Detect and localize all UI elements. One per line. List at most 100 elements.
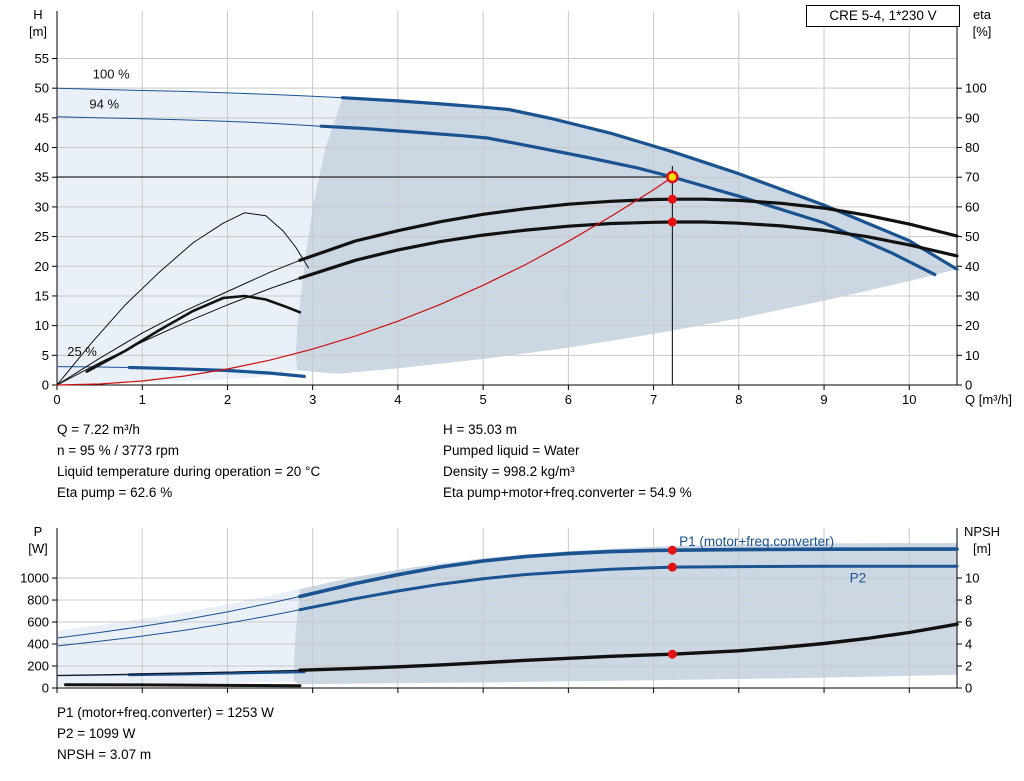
y-left-axis-title: [W] xyxy=(28,541,48,556)
eta-pump-curve xyxy=(298,197,959,262)
y-right-tick-label: 20 xyxy=(965,318,979,333)
x-tick-label: 1 xyxy=(139,392,146,407)
p1-curve xyxy=(298,547,959,599)
y-right-tick-label: 6 xyxy=(965,615,972,630)
y-right-axis-title: eta xyxy=(973,7,992,22)
x-tick-label: 7 xyxy=(650,392,657,407)
x-axis-title: Q [m³/h] xyxy=(965,392,1012,407)
eta-pump-point xyxy=(667,194,677,204)
p2-curve xyxy=(298,564,959,612)
y-right-tick-label: 90 xyxy=(965,110,979,125)
operating-range-dark xyxy=(295,97,958,374)
speed-100-curve-thin xyxy=(56,87,343,99)
y-right-tick-label: 2 xyxy=(965,659,972,674)
power-info: P1 (motor+freq.converter) = 1253 W P2 = … xyxy=(57,702,274,765)
y-left-tick-label: 25 xyxy=(35,229,49,244)
curve-label: 100 % xyxy=(93,67,130,82)
y-right-axis-title: [%] xyxy=(973,24,992,39)
y-left-tick-label: 1000 xyxy=(20,571,49,586)
curve-label: 94 % xyxy=(89,96,119,111)
x-tick-label: 2 xyxy=(224,392,231,407)
duty-info-left: Q = 7.22 m³/h n = 95 % / 3773 rpm Liquid… xyxy=(57,419,320,503)
y-right-tick-label: 0 xyxy=(965,681,972,696)
system-curve-thin xyxy=(56,176,673,386)
info-line-p2: P2 = 1099 W xyxy=(57,726,136,741)
npsh-point xyxy=(667,649,677,659)
y-left-tick-label: 200 xyxy=(27,659,49,674)
x-tick-label: 9 xyxy=(820,392,827,407)
y-right-axis-title: NPSH xyxy=(964,524,1000,539)
eta-total-point xyxy=(667,217,677,227)
speed-95-curve-thin xyxy=(56,116,322,127)
y-left-tick-label: 0 xyxy=(42,681,49,696)
y-right-tick-label: 10 xyxy=(965,348,979,363)
info-line-density: Density = 998.2 kg/m³ xyxy=(443,464,575,479)
npsh-reduced-speed-curve-thin xyxy=(64,683,302,688)
y-right-tick-label: 30 xyxy=(965,288,979,303)
y-left-tick-label: 50 xyxy=(35,81,49,96)
info-line-liquid: Pumped liquid = Water xyxy=(443,443,580,458)
duty-info-right: H = 35.03 m Pumped liquid = Water Densit… xyxy=(443,419,692,503)
y-left-tick-label: 400 xyxy=(27,637,49,652)
eta-reduced-speed-arc-thick-thin xyxy=(85,294,302,373)
y-right-tick-label: 60 xyxy=(965,199,979,214)
y-left-axis-title: H xyxy=(33,7,42,22)
y-right-tick-label: 0 xyxy=(965,378,972,393)
npsh-curve-thin xyxy=(56,669,301,676)
p1-point xyxy=(667,545,677,555)
info-line-eta-pump: Eta pump = 62.6 % xyxy=(57,485,173,500)
info-line-npsh: NPSH = 3.07 m xyxy=(57,747,152,762)
curve-label: 25 % xyxy=(67,344,97,359)
y-right-tick-label: 40 xyxy=(965,259,979,274)
info-line-q: Q = 7.22 m³/h xyxy=(57,422,140,437)
y-left-tick-label: 35 xyxy=(35,170,49,185)
y-right-tick-label: 8 xyxy=(965,593,972,608)
curve-label: P2 xyxy=(850,570,867,585)
x-tick-label: 4 xyxy=(394,392,401,407)
eta-total-curve xyxy=(298,220,959,280)
info-line-p1: P1 (motor+freq.converter) = 1253 W xyxy=(57,705,274,720)
y-left-tick-label: 800 xyxy=(27,593,49,608)
eta-pump-curve-thin xyxy=(56,259,301,386)
eta-reduced-speed-arc-thin-thin xyxy=(56,212,309,386)
x-tick-label: 5 xyxy=(480,392,487,407)
y-left-axis-title: [m] xyxy=(29,24,47,39)
power-range-light xyxy=(57,589,300,686)
y-right-tick-label: 80 xyxy=(965,140,979,155)
p2-point xyxy=(667,562,677,572)
y-right-axis-title: [m] xyxy=(973,541,991,556)
p-reduced-speed-curve xyxy=(127,670,306,677)
y-left-tick-label: 45 xyxy=(35,110,49,125)
curve-label: P1 (motor+freq.converter) xyxy=(679,534,834,549)
y-right-tick-label: 50 xyxy=(965,229,979,244)
x-tick-label: 6 xyxy=(565,392,572,407)
duty-point xyxy=(666,170,679,184)
info-line-eta-total: Eta pump+motor+freq.converter = 54.9 % xyxy=(443,485,692,500)
y-right-tick-label: 10 xyxy=(965,571,979,586)
info-line-head: H = 35.03 m xyxy=(443,422,517,437)
npsh-curve xyxy=(298,622,959,672)
y-left-tick-label: 55 xyxy=(35,51,49,66)
y-left-tick-label: 30 xyxy=(35,199,49,214)
y-left-tick-label: 600 xyxy=(27,615,49,630)
y-right-tick-label: 100 xyxy=(965,81,987,96)
x-tick-label: 3 xyxy=(309,392,316,407)
speed-25-curve xyxy=(127,365,306,378)
pump-model-badge: CRE 5-4, 1*230 V xyxy=(806,5,960,27)
eta-total-curve-thin xyxy=(56,277,301,386)
p2-curve-thin xyxy=(56,609,301,647)
y-left-tick-label: 10 xyxy=(35,318,49,333)
y-left-tick-label: 0 xyxy=(42,378,49,393)
y-left-tick-label: 5 xyxy=(42,348,49,363)
y-left-tick-label: 40 xyxy=(35,140,49,155)
info-line-speed: n = 95 % / 3773 rpm xyxy=(57,443,179,458)
x-tick-label: 10 xyxy=(902,392,916,407)
info-line-temperature: Liquid temperature during operation = 20… xyxy=(57,464,321,479)
x-tick-label: 0 xyxy=(53,392,60,407)
speed-95-curve xyxy=(319,124,937,277)
power-range-dark xyxy=(293,543,957,685)
x-tick-label: 8 xyxy=(735,392,742,407)
y-right-tick-label: 70 xyxy=(965,170,979,185)
